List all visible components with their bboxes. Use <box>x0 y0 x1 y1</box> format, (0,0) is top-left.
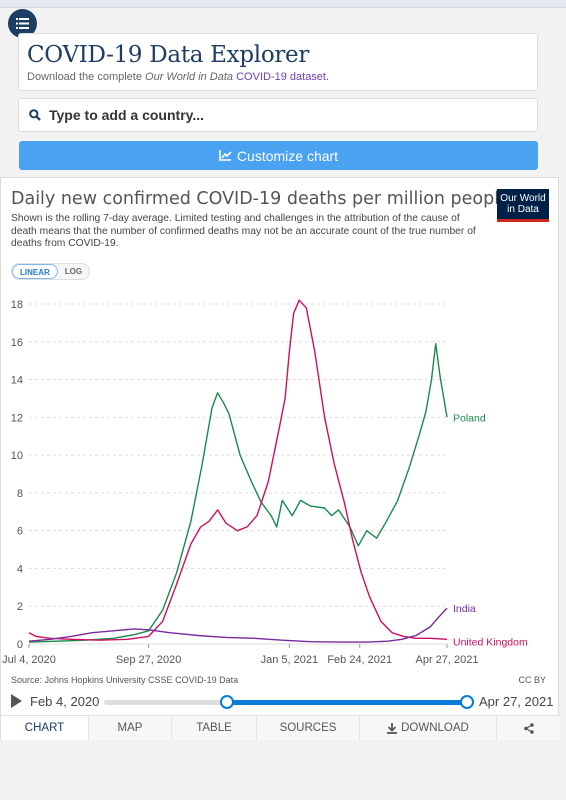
explorer-header: COVID-19 Data Explorer Download the comp… <box>18 33 538 91</box>
scale-linear-button[interactable]: LINEAR <box>12 264 58 279</box>
scale-log-button[interactable]: LOG <box>57 264 90 279</box>
timeline-selected-range[interactable] <box>227 700 467 705</box>
logo-line-2: in Data <box>507 204 539 215</box>
x-tick-label: Jul 4, 2020 <box>2 654 56 666</box>
chart-tabs: CHART MAP TABLE SOURCES DOWNLOAD <box>1 715 560 740</box>
download-icon <box>387 722 398 734</box>
subtitle-prefix: Download the complete <box>27 71 146 83</box>
chart-subtitle: Shown is the rolling 7-day average. Limi… <box>11 213 476 249</box>
y-tick-label: 10 <box>11 450 23 462</box>
customize-label: Customize chart <box>236 147 339 164</box>
timeline-start-label: Feb 4, 2020 <box>30 694 100 709</box>
page-title: COVID-19 Data Explorer <box>27 42 310 68</box>
play-icon[interactable] <box>11 694 22 708</box>
tab-table[interactable]: TABLE <box>172 716 257 740</box>
x-tick-label: Jan 5, 2021 <box>261 654 319 666</box>
tab-chart[interactable]: CHART <box>1 716 89 740</box>
series-label: India <box>453 603 476 615</box>
country-search[interactable] <box>18 98 538 132</box>
x-tick-label: Apr 27, 2021 <box>416 654 479 666</box>
timeline-end-label: Apr 27, 2021 <box>479 694 554 709</box>
series-line-poland <box>28 342 448 643</box>
timeline[interactable]: Feb 4, 2020 Apr 27, 2021 <box>1 688 560 714</box>
series-line-india <box>28 607 448 643</box>
y-tick-label: 12 <box>11 412 23 424</box>
tab-download[interactable]: DOWNLOAD <box>360 716 497 740</box>
search-icon <box>29 109 41 121</box>
series-label: United Kingdom <box>453 636 528 648</box>
subtitle-brand: Our World in Data <box>145 71 234 83</box>
x-tick-label: Sep 27, 2020 <box>116 654 181 666</box>
logo-line-1: Our World <box>500 193 546 204</box>
timeline-end-handle[interactable] <box>460 695 474 709</box>
tab-sources[interactable]: SOURCES <box>257 716 360 740</box>
page-subtitle: Download the complete Our World in Data … <box>27 71 529 83</box>
series-line-united-kingdom <box>28 299 448 641</box>
dataset-link[interactable]: COVID-19 dataset. <box>236 71 330 83</box>
chart-card: Daily new confirmed COVID-19 deaths per … <box>0 177 560 740</box>
list-icon <box>16 18 29 29</box>
search-input[interactable] <box>49 107 519 123</box>
share-button[interactable] <box>497 716 560 740</box>
customize-chart-button[interactable]: Customize chart <box>19 141 538 170</box>
y-tick-label: 8 <box>17 488 23 500</box>
timeline-start-handle[interactable] <box>220 695 234 709</box>
top-strip <box>0 0 566 8</box>
y-tick-label: 6 <box>17 526 23 538</box>
y-tick-label: 0 <box>17 639 23 651</box>
y-tick-label: 2 <box>17 601 23 613</box>
download-label: DOWNLOAD <box>401 722 469 734</box>
license-note[interactable]: CC BY <box>518 675 546 685</box>
source-note[interactable]: Source: Johns Hopkins University CSSE CO… <box>11 675 239 685</box>
owid-logo[interactable]: Our World in Data <box>497 189 549 222</box>
x-tick-label: Feb 24, 2021 <box>327 654 392 666</box>
share-icon <box>523 722 534 734</box>
series-label: Poland <box>453 412 486 424</box>
line-chart: 0 2 4 6 8 10 12 14 16 18 Jul 4, 2020 Sep 27, 2020 Ja… <box>2 299 528 666</box>
scale-toggle[interactable]: LINEAR LOG <box>11 263 91 280</box>
chart-title: Daily new confirmed COVID-19 deaths per … <box>11 189 510 209</box>
y-tick-label: 18 <box>11 299 23 311</box>
y-tick-label: 4 <box>17 563 23 575</box>
y-tick-label: 14 <box>11 375 23 387</box>
y-tick-label: 16 <box>11 337 23 349</box>
chart-line-icon <box>219 150 232 161</box>
tab-map[interactable]: MAP <box>89 716 172 740</box>
